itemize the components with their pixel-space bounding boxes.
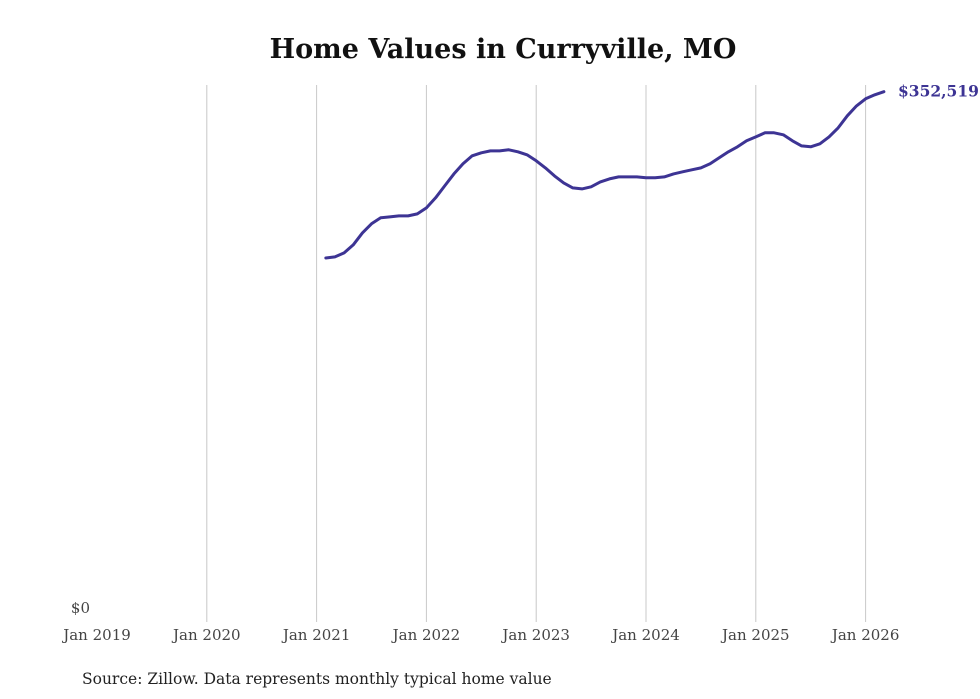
end-value-label: $352,519	[898, 82, 979, 101]
y-tick-label: $0	[71, 599, 90, 617]
x-tick-label: Jan 2023	[500, 626, 570, 644]
x-tick-label: Jan 2024	[610, 626, 680, 644]
chart-title: Home Values in Curryville, MO	[270, 34, 737, 65]
x-tick-label: Jan 2019	[61, 626, 131, 644]
series-line	[324, 90, 886, 260]
x-tick-label: Jan 2021	[281, 626, 351, 644]
x-tick-label: Jan 2022	[391, 626, 461, 644]
source-note: Source: Zillow. Data represents monthly …	[82, 670, 552, 688]
x-tick-label: Jan 2020	[171, 626, 241, 644]
x-tick-label: Jan 2026	[830, 626, 900, 644]
x-tick-label: Jan 2025	[720, 626, 790, 644]
